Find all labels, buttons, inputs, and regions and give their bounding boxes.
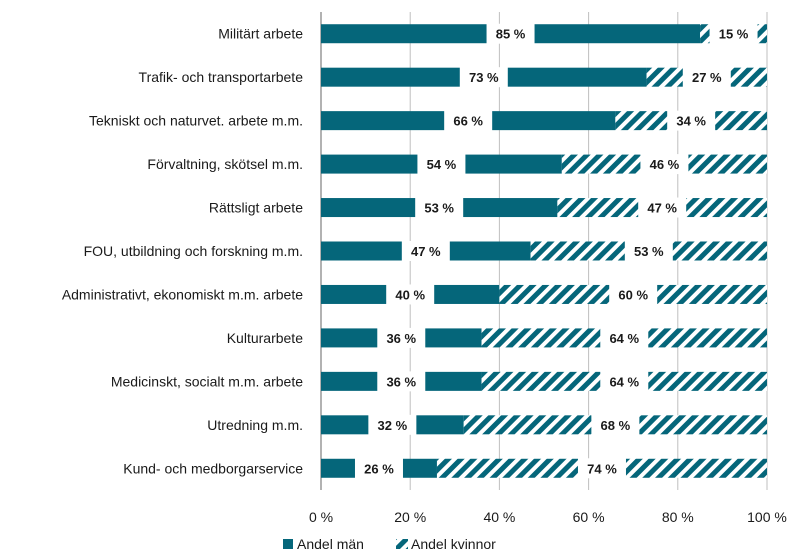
data-label-men: 66 %	[453, 114, 483, 129]
data-label-box	[600, 371, 649, 392]
x-tick-label: 40 %	[483, 509, 515, 525]
legend: Andel män Andel kvinnor	[283, 536, 496, 552]
data-label-men: 36 %	[386, 374, 416, 389]
category-label: Utredning m.m.	[207, 417, 303, 433]
data-label-box	[667, 110, 716, 131]
data-label-women: 15 %	[719, 27, 749, 42]
x-tick-label: 0 %	[309, 509, 333, 525]
data-label-box	[368, 414, 417, 435]
data-label-box	[638, 197, 687, 218]
x-tick-label: 100 %	[747, 509, 787, 525]
category-label: Medicinskt, socialt m.m. arbete	[111, 373, 303, 389]
data-label-box	[377, 371, 426, 392]
data-label-box	[444, 110, 493, 131]
data-label-women: 74 %	[587, 461, 617, 476]
category-label: Kund- och medborgarservice	[123, 460, 303, 476]
x-tick-label: 80 %	[662, 509, 694, 525]
data-label-women: 64 %	[609, 374, 639, 389]
data-label-box	[417, 154, 466, 175]
category-label: Militärt arbete	[218, 26, 303, 42]
data-label-box	[709, 23, 758, 44]
data-label-men: 26 %	[364, 461, 394, 476]
legend-swatch-women	[396, 539, 408, 549]
category-labels: Militärt arbete Trafik- och transportarbe…	[62, 26, 303, 477]
data-label-men: 36 %	[386, 331, 416, 346]
data-label-box	[459, 67, 508, 88]
data-label-box	[415, 197, 464, 218]
x-tick-label: 60 %	[573, 509, 605, 525]
data-label-box	[624, 241, 673, 261]
x-tick-label: 20 %	[394, 509, 426, 525]
data-label-men: 73 %	[469, 70, 499, 85]
data-label-box	[577, 458, 626, 479]
data-label-women: 34 %	[676, 114, 706, 129]
data-label-box	[377, 327, 426, 348]
data-label-women: 46 %	[650, 157, 680, 172]
data-label-box	[682, 67, 731, 88]
data-label-men: 47 %	[411, 244, 441, 259]
data-label-box	[640, 154, 689, 175]
data-label-men: 32 %	[378, 418, 408, 433]
data-label-women: 27 %	[692, 70, 722, 85]
category-label: Tekniskt och naturvet. arbete m.m.	[89, 113, 303, 129]
data-label-women: 53 %	[634, 244, 664, 259]
legend-label-men: Andel män	[297, 536, 364, 552]
bars: 85 % 15 % 73 % 27 % 66 % 34 % 54 % 46 % 53 % 47 %…	[321, 23, 767, 479]
data-label-women: 64 %	[609, 331, 639, 346]
data-label-box	[591, 414, 640, 435]
category-label: Kulturarbete	[227, 330, 303, 346]
legend-swatch-men	[283, 539, 293, 549]
data-label-box	[600, 327, 649, 348]
x-axis-tick-labels: 0 % 20 % 40 % 60 % 80 % 100 %	[309, 509, 787, 525]
data-label-women: 47 %	[647, 201, 677, 216]
category-label: Förvaltning, skötsel m.m.	[147, 156, 303, 172]
data-label-women: 60 %	[618, 287, 648, 302]
data-label-men: 54 %	[427, 157, 457, 172]
data-label-women: 68 %	[601, 418, 631, 433]
legend-label-women: Andel kvinnor	[411, 536, 496, 552]
data-label-box	[386, 284, 435, 305]
data-label-men: 40 %	[395, 287, 425, 302]
data-label-men: 53 %	[424, 201, 454, 216]
category-label: FOU, utbildning och forskning m.m.	[84, 243, 303, 259]
category-label: Rättsligt arbete	[209, 200, 303, 216]
data-label-box	[354, 458, 403, 479]
data-label-box	[609, 284, 658, 305]
data-label-box	[486, 23, 535, 44]
category-label: Administrativt, ekonomiskt m.m. arbete	[62, 286, 303, 302]
category-label: Trafik- och transportarbete	[139, 69, 304, 85]
data-label-men: 85 %	[496, 27, 526, 42]
data-label-box	[401, 241, 450, 261]
